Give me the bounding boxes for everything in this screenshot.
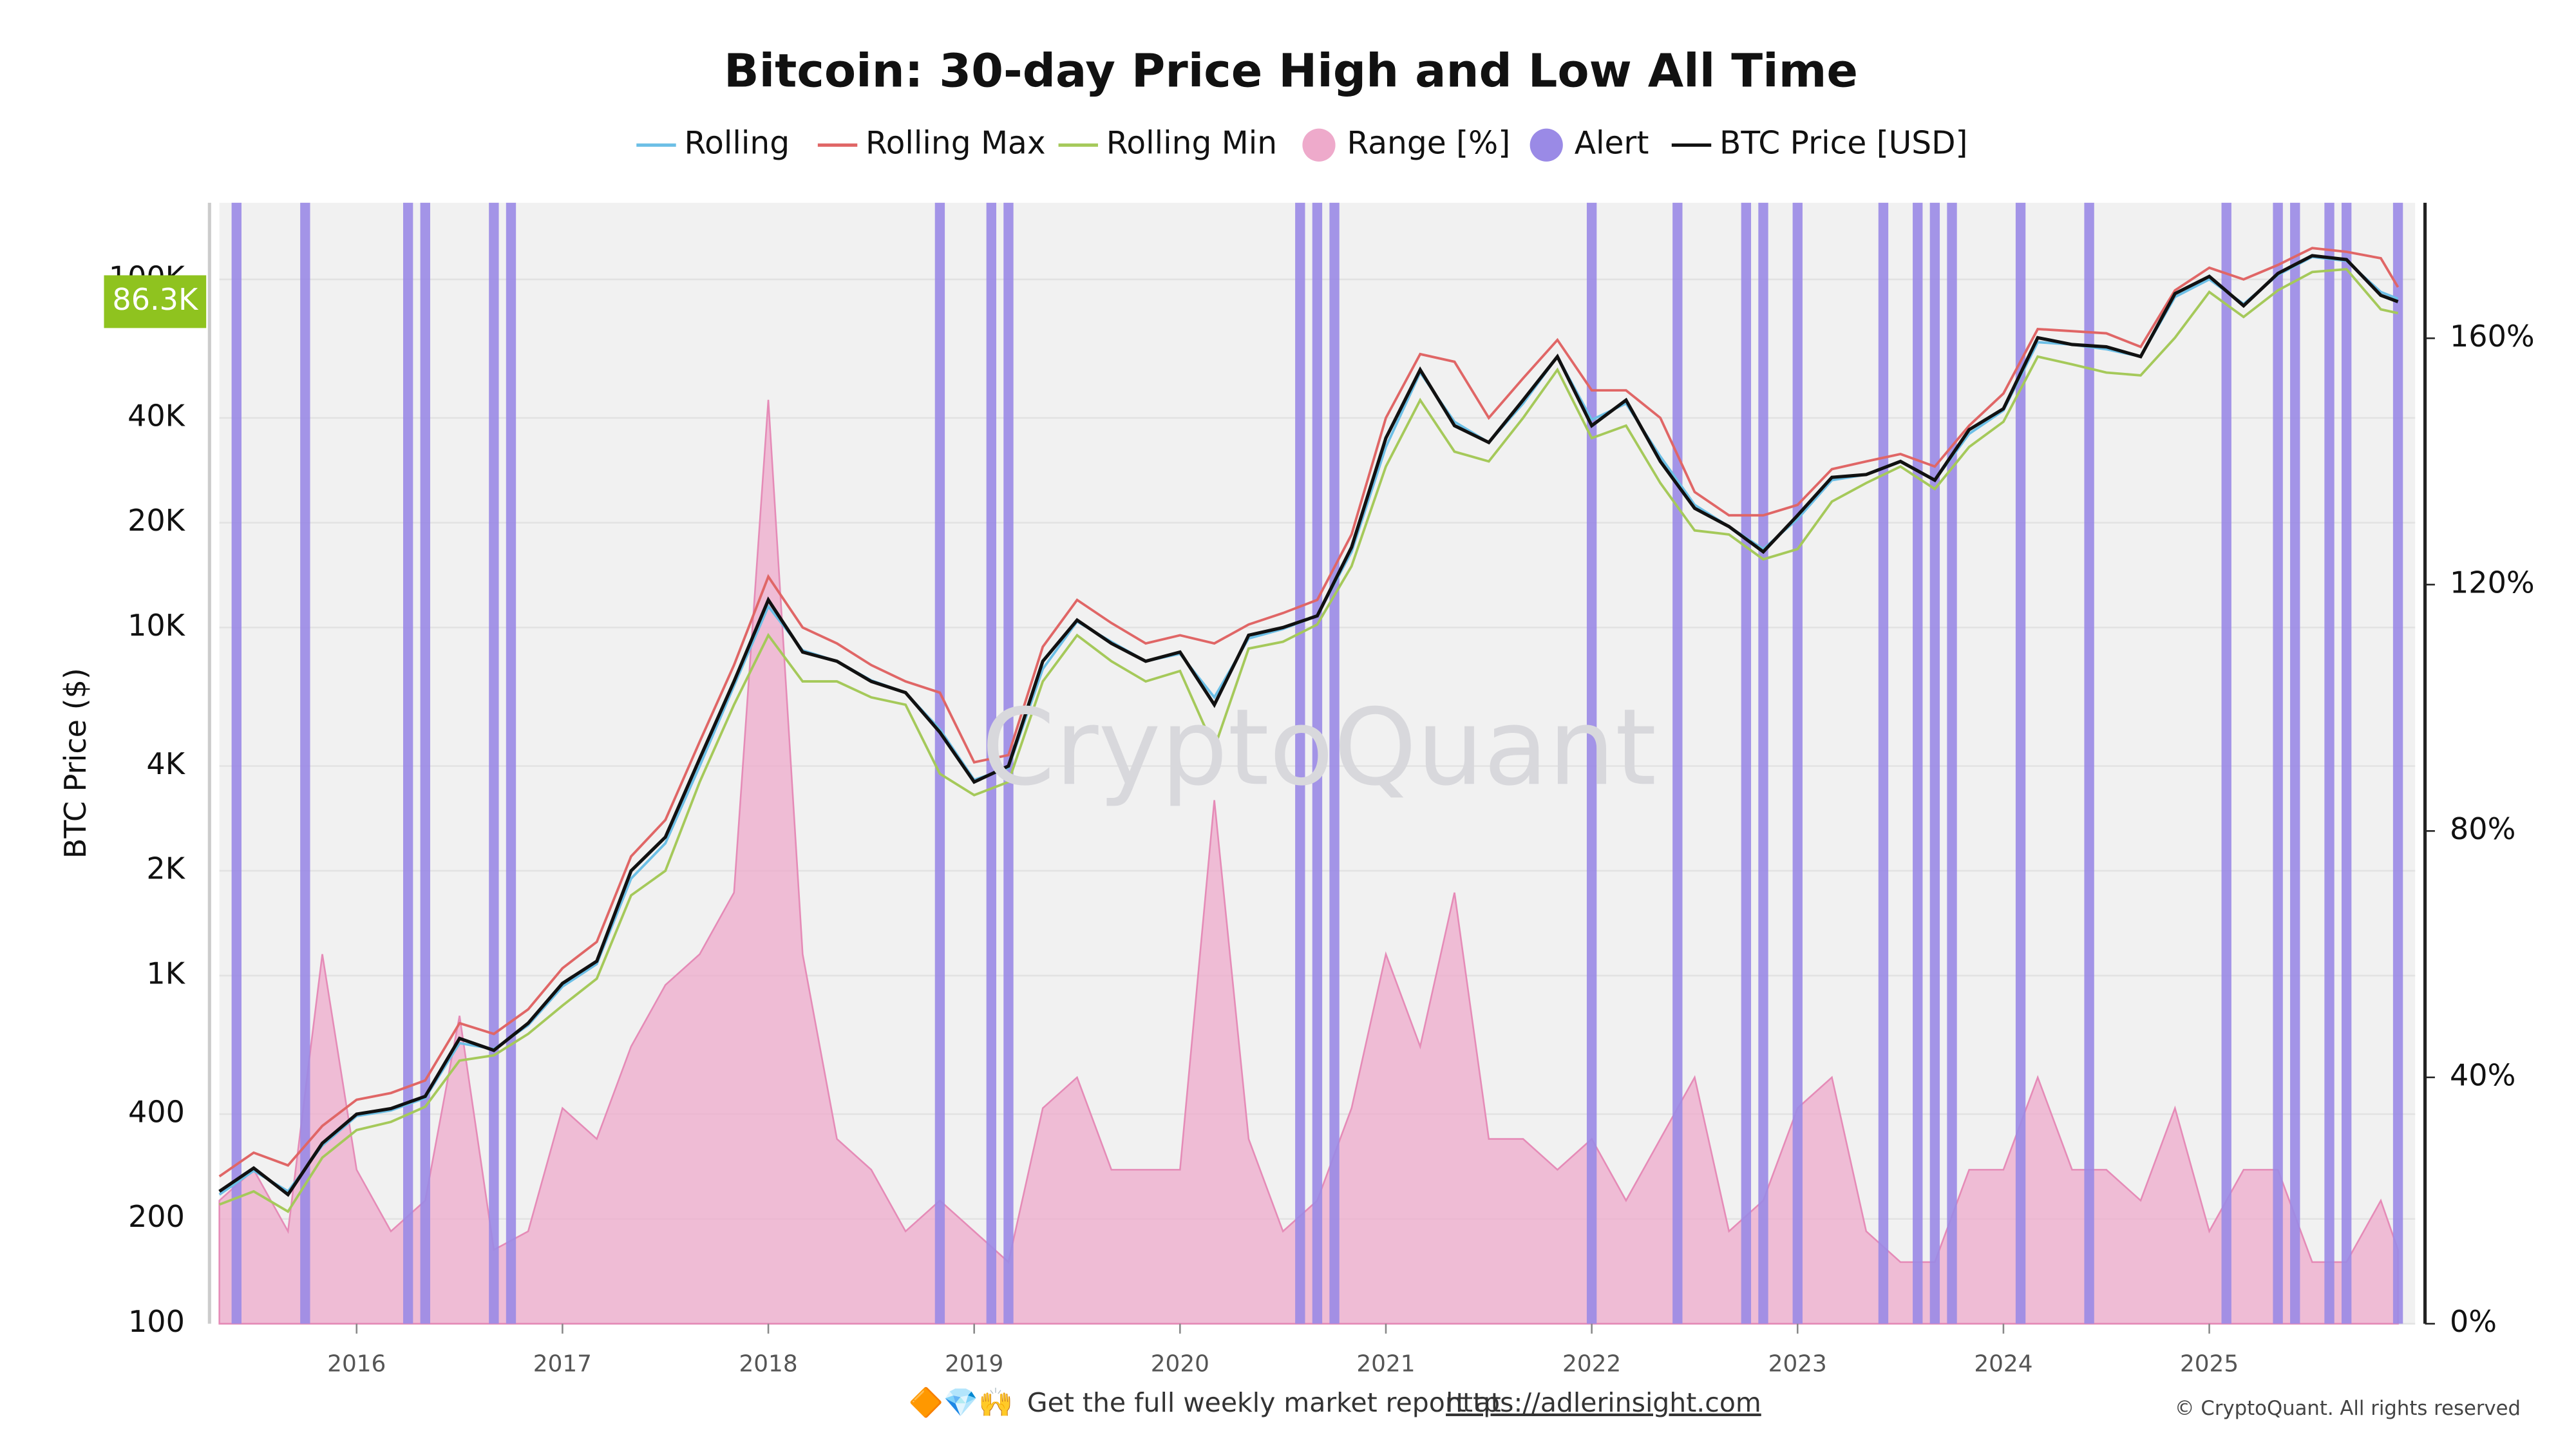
copyright: © CryptoQuant. All rights reserved (2175, 1397, 2521, 1420)
legend-label: Rolling (685, 125, 790, 161)
alert-band (1758, 202, 1768, 1324)
alert-band (986, 202, 997, 1324)
price-badge (104, 275, 207, 328)
x-tick-label: 2020 (1151, 1350, 1209, 1377)
legend-label: BTC Price [USD] (1719, 125, 1968, 161)
alert-band (1913, 202, 1923, 1324)
alert-band (402, 202, 413, 1324)
legend-marker (1302, 128, 1336, 162)
alert-band (2084, 202, 2094, 1324)
alert-band (1929, 202, 1940, 1324)
y-tick-label: 100 (128, 1304, 185, 1339)
legend-label: Alert (1575, 125, 1649, 161)
y2-tick-label: 40% (2450, 1057, 2515, 1092)
legend-label: Rolling Max (866, 125, 1046, 161)
legend-marker (1530, 128, 1563, 162)
alert-band (2392, 202, 2403, 1324)
alert-band (1878, 202, 1889, 1324)
alert-band (1312, 202, 1323, 1324)
series-line (218, 247, 2400, 1178)
y-tick-label: 400 (128, 1095, 185, 1130)
series-line (218, 254, 2399, 1197)
alert-band (2341, 202, 2352, 1324)
y2-tick-label: 0% (2450, 1304, 2497, 1339)
y-tick-label: 40K (128, 398, 186, 433)
x-tick-label: 2016 (327, 1350, 386, 1377)
y2-tick-label: 120% (2450, 565, 2535, 600)
alert-band (1947, 202, 1957, 1324)
alert-band (1672, 202, 1683, 1324)
alert-band (1741, 202, 1752, 1324)
x-tick-label: 2021 (1356, 1350, 1415, 1377)
x-tick-label: 2023 (1768, 1350, 1827, 1377)
alert-band (1792, 202, 1803, 1324)
legend-label: Range [%] (1347, 125, 1511, 161)
alert-band (2273, 202, 2283, 1324)
alert-band (2290, 202, 2300, 1324)
footer-text: Get the full weekly market report at (1027, 1387, 1501, 1418)
y2-tick-label: 80% (2450, 811, 2515, 846)
alert-band (489, 202, 499, 1324)
y-tick-label: 4K (146, 746, 185, 781)
price-badge-label: 86.3K (112, 282, 199, 317)
y2-tick-label: 160% (2450, 319, 2535, 354)
watermark: CryptoQuant (981, 686, 1656, 809)
x-tick-label: 2017 (533, 1350, 592, 1377)
y-tick-label: 1K (146, 956, 185, 990)
alert-band (2221, 202, 2231, 1324)
alert-band (934, 202, 945, 1324)
y-tick-label: 2K (146, 851, 185, 886)
alert-band (300, 202, 310, 1324)
x-tick-label: 2018 (739, 1350, 797, 1377)
y-tick-label: 10K (128, 608, 186, 643)
footer-link[interactable]: https://adlerinsight.com (1446, 1387, 1761, 1418)
footer-emoji: 🔶💎🙌 (909, 1386, 1014, 1419)
x-tick-label: 2022 (1562, 1350, 1621, 1377)
x-tick-label: 2024 (1974, 1350, 2032, 1377)
y-tick-label: 200 (128, 1199, 185, 1234)
y-tick-label: 20K (128, 503, 186, 538)
series-line (218, 267, 2398, 1213)
alert-band (506, 202, 516, 1324)
x-tick-label: 2025 (2180, 1350, 2239, 1377)
y-axis-label: BTC Price ($) (58, 668, 93, 858)
plot-layer (218, 202, 2416, 1325)
chart-title: Bitcoin: 30-day Price High and Low All T… (724, 44, 1858, 98)
alert-band (1329, 202, 1340, 1324)
alert-band (1295, 202, 1305, 1324)
legend-label: Rolling Min (1106, 125, 1277, 161)
x-tick-label: 2019 (945, 1350, 1003, 1377)
alert-band (1586, 202, 1597, 1324)
alert-band (2015, 202, 2026, 1324)
alert-band (420, 202, 430, 1324)
alert-band (2324, 202, 2334, 1324)
alert-band (231, 202, 242, 1324)
